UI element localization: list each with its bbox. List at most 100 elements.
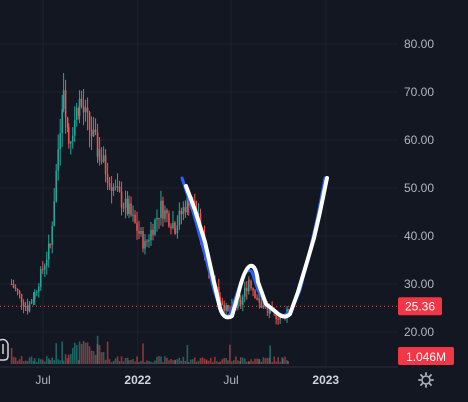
price-tick-label: 40.00	[404, 229, 434, 243]
price-tick-label: 70.00	[404, 85, 434, 99]
candle-body	[100, 160, 103, 162]
time-axis[interactable]: Jul 2022 Jul 2023	[35, 373, 339, 387]
candle-body	[227, 305, 229, 311]
volume-bar	[215, 361, 218, 364]
volume-bar	[55, 343, 58, 364]
volume-bar	[258, 359, 261, 364]
volume-bar	[78, 341, 81, 364]
candle-body	[24, 305, 27, 307]
volume-bar	[96, 335, 99, 364]
volume-bar	[16, 360, 19, 364]
volume-bar	[241, 357, 244, 364]
candle-body	[184, 207, 187, 213]
volume-bar	[130, 359, 132, 364]
candle-body	[142, 231, 144, 249]
volume-bar	[66, 358, 69, 364]
candle-body	[35, 291, 38, 293]
volume-bar	[178, 357, 181, 364]
candle-body	[221, 301, 223, 305]
volume-bar	[106, 341, 109, 364]
volume-bar	[233, 360, 235, 364]
volume-bar	[221, 359, 223, 364]
drawn-curve-white[interactable]	[184, 176, 329, 320]
candle-body	[108, 183, 111, 187]
volume-bar	[146, 360, 148, 364]
volume-bar	[227, 360, 229, 364]
candle-body	[156, 217, 158, 220]
volume-bar	[120, 356, 123, 364]
candle-body	[61, 108, 64, 134]
candle-body	[22, 302, 25, 307]
volume-bar	[49, 360, 52, 364]
time-tick-label: Jul	[223, 373, 238, 387]
candle-body	[164, 210, 166, 219]
volume-bar	[199, 357, 202, 364]
candle-body	[77, 107, 80, 116]
candle-body	[53, 201, 56, 227]
candle-body	[140, 231, 142, 234]
candle-body	[130, 203, 132, 216]
volume-bar	[94, 354, 97, 364]
volume-bar	[262, 357, 265, 364]
volume-bar	[281, 357, 283, 364]
drawing-layer[interactable]	[180, 176, 329, 320]
volume-bar	[168, 360, 170, 364]
volume-bar	[182, 356, 185, 364]
candle-body	[67, 127, 70, 144]
volume-bar	[268, 357, 271, 364]
candle-body	[287, 309, 289, 311]
volume-bar	[176, 359, 179, 364]
candle-body	[277, 318, 279, 320]
volume-bar	[14, 357, 17, 364]
volume-bar	[160, 356, 162, 364]
candle-body	[166, 210, 168, 214]
candle-body	[197, 213, 200, 215]
volume-bar	[67, 354, 70, 364]
candle-body	[43, 265, 46, 270]
candle-body	[86, 107, 89, 113]
candle-body	[128, 203, 130, 214]
candle-body	[20, 294, 23, 303]
tool-icon[interactable]	[0, 338, 9, 361]
volume-bar	[150, 361, 152, 364]
candle-body	[59, 133, 62, 150]
candle-body	[136, 222, 138, 231]
volume-bar	[80, 343, 83, 364]
candle-body	[180, 210, 183, 215]
volume-bar	[282, 358, 284, 364]
candle-body	[269, 308, 271, 314]
volume-layer	[10, 335, 289, 364]
candle-body	[148, 240, 150, 242]
volume-bar	[237, 360, 239, 364]
time-tick-label: Jul	[35, 373, 50, 387]
volume-bar	[250, 359, 252, 364]
volume-bar	[22, 361, 25, 364]
candle-body	[237, 300, 239, 308]
gear-icon[interactable]	[418, 372, 434, 388]
volume-bar	[110, 362, 113, 364]
candle-body	[174, 232, 177, 234]
candle-body	[55, 170, 58, 202]
volume-bar	[41, 359, 44, 364]
volume-bar	[239, 357, 242, 364]
volume-bar	[82, 340, 85, 364]
volume-bar	[205, 360, 208, 364]
volume-bar	[186, 344, 189, 364]
volume-bar	[248, 361, 250, 364]
candle-body	[106, 174, 109, 184]
volume-bar	[51, 357, 54, 364]
volume-bar	[260, 361, 263, 364]
candle-body	[170, 226, 172, 229]
volume-bar	[225, 358, 227, 364]
volume-bar	[264, 358, 267, 364]
volume-bar	[39, 359, 42, 364]
volume-bar	[207, 360, 210, 364]
volume-bar	[284, 356, 286, 364]
volume-bar	[45, 356, 48, 364]
last-price-label: 25.36	[405, 299, 435, 313]
candle-body	[150, 229, 152, 241]
candle-body	[90, 129, 93, 137]
volume-bar	[235, 356, 237, 364]
